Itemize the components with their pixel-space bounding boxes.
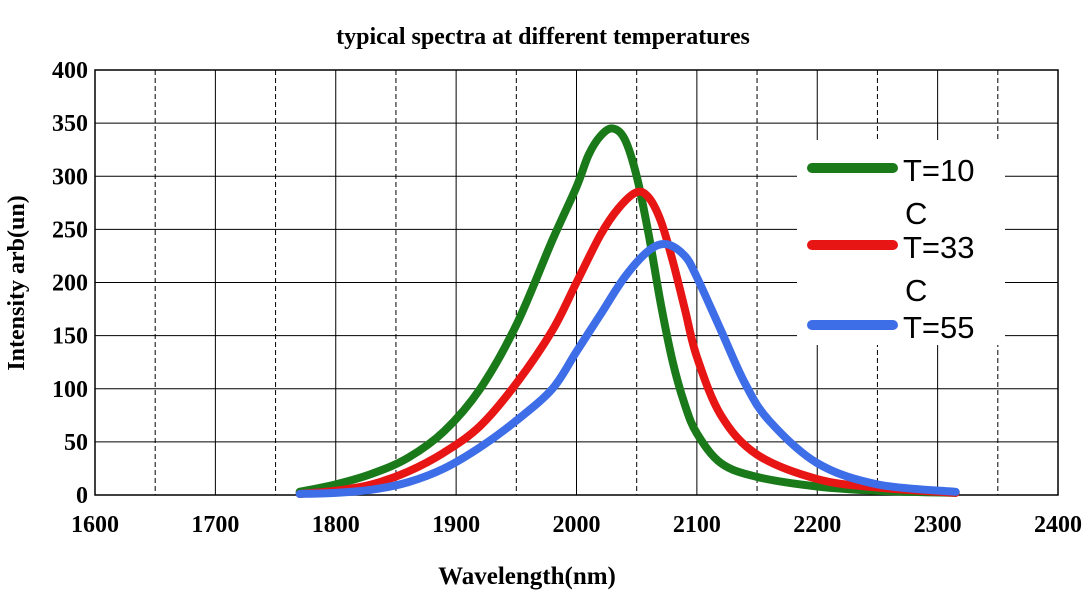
series-line-2 — [295, 187, 960, 498]
legend-label-1: C — [905, 196, 927, 231]
y-tick-label: 0 — [76, 483, 88, 509]
legend-label-3: T=55 — [903, 310, 975, 345]
legend-label-1: T=10 — [903, 153, 975, 188]
y-tick-label: 200 — [52, 271, 88, 297]
x-tick-label: 2400 — [1034, 512, 1082, 538]
plot-frame — [94, 69, 1059, 496]
legend-label-2: C — [905, 273, 927, 308]
y-tick-label: 150 — [52, 324, 88, 350]
x-tick-label: 1900 — [432, 512, 480, 538]
chart-title: typical spectra at different temperature… — [336, 24, 750, 50]
y-tick-label: 50 — [64, 430, 88, 456]
x-tick-label: 2200 — [793, 512, 841, 538]
axes: 1600 1700 1800 1900 2000 2100 2200 2300 2400 0 50 1… — [52, 58, 1082, 538]
x-tick-label: 1700 — [191, 512, 239, 538]
y-axis-label: Intensity arb(un) — [4, 195, 30, 370]
x-tick-label: 2000 — [553, 512, 601, 538]
y-tick-label: 250 — [52, 217, 88, 243]
x-tick-label: 2100 — [673, 512, 721, 538]
series-line-1 — [295, 124, 960, 497]
y-tick-label: 300 — [52, 164, 88, 190]
legend-label-2: T=33 — [903, 230, 975, 265]
y-tick-label: 400 — [52, 58, 88, 84]
y-tick-label: 350 — [52, 111, 88, 137]
series-line-3 — [295, 240, 960, 498]
series-lines — [295, 124, 960, 498]
x-axis-label: Wavelength(nm) — [438, 563, 616, 590]
x-tick-label: 2300 — [914, 512, 962, 538]
y-tick-label: 100 — [52, 377, 88, 403]
x-tick-label: 1800 — [312, 512, 360, 538]
x-tick-label: 1600 — [71, 512, 119, 538]
